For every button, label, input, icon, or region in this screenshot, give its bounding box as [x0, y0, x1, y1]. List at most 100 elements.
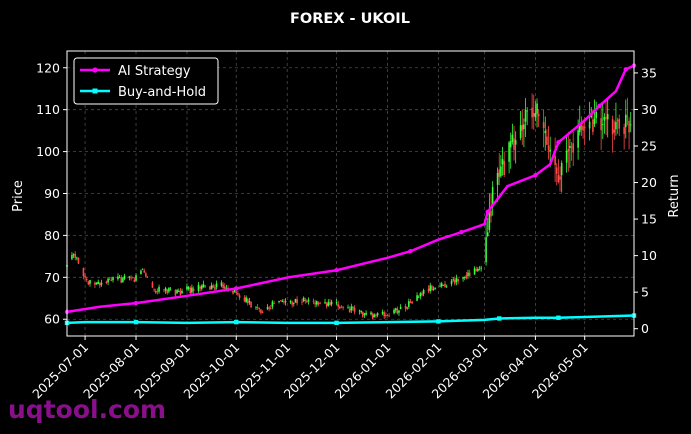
candle-body: [258, 307, 261, 309]
candle-body: [95, 282, 98, 285]
candle-body: [549, 149, 551, 152]
candle-body: [613, 129, 616, 133]
legend-marker-ai-strategy: [92, 67, 98, 73]
candle-body: [431, 285, 433, 290]
left-tick-label: 70: [44, 270, 60, 285]
candle-body: [452, 279, 455, 281]
right-tick-label: 10: [641, 248, 657, 263]
candle-body: [396, 308, 399, 314]
candle-body: [330, 301, 333, 305]
candle-body: [432, 288, 435, 290]
candle-body: [112, 277, 114, 281]
candle-body: [365, 312, 367, 315]
candle-body: [406, 306, 408, 310]
candle-body: [560, 162, 563, 176]
candle-body: [511, 134, 514, 142]
candle-body: [465, 275, 468, 279]
series-line-buy-and-hold: [66, 314, 635, 325]
candle-body: [71, 255, 73, 260]
candle-body: [156, 291, 159, 292]
candle-body: [347, 307, 349, 309]
candle-body: [340, 306, 343, 308]
candle-body: [532, 113, 535, 117]
candle-body: [358, 310, 361, 312]
candle-body: [417, 296, 420, 298]
candle-body: [204, 285, 206, 287]
candle-body: [192, 288, 195, 292]
right-tick-label: 5: [641, 285, 649, 300]
left-tick-label: 100: [36, 144, 60, 159]
series-point-ai-strategy: [133, 300, 139, 306]
candle-body: [187, 287, 190, 289]
candle-body: [248, 301, 251, 303]
candle-body: [89, 280, 91, 284]
candle-body: [186, 286, 188, 290]
candle-body: [329, 302, 331, 306]
series-point-ai-strategy: [334, 268, 339, 273]
candle-body: [284, 301, 287, 303]
right-tick-label: 20: [641, 175, 657, 190]
candle-body: [269, 307, 272, 309]
candle-body: [603, 116, 606, 121]
candle-body: [521, 124, 524, 131]
legend-label-buy-and-hold: Buy-and-Hold: [118, 85, 206, 100]
candle-body: [158, 286, 160, 292]
candle-body: [118, 277, 121, 278]
candle-body: [508, 142, 510, 162]
candle-body: [629, 124, 632, 126]
candle-body: [434, 287, 436, 290]
candle-body: [153, 289, 155, 291]
candle-body: [445, 286, 448, 288]
candle-body: [304, 300, 307, 302]
candle-body: [363, 313, 366, 315]
candle-body: [108, 279, 111, 281]
candle-body: [408, 301, 410, 307]
candle-body: [381, 311, 384, 314]
candle-body: [177, 291, 180, 292]
candle-body: [498, 169, 501, 177]
candle-body: [235, 291, 238, 293]
candle-body: [222, 284, 224, 289]
right-axis-ticks: 0 5 10 15 20 25 30 35: [634, 65, 657, 336]
candle-body: [271, 301, 274, 307]
grid-layer: [67, 51, 634, 336]
candle-body: [542, 122, 545, 129]
candle-body: [411, 301, 413, 304]
series-point-buy-and-hold: [234, 319, 239, 325]
candle-body: [486, 232, 489, 237]
candle-body: [615, 121, 617, 130]
candle-body: [624, 114, 627, 128]
candle-body: [339, 306, 341, 309]
candle-body: [174, 289, 177, 296]
candle-body: [595, 112, 597, 119]
candle-body: [199, 286, 201, 289]
candle-body: [537, 113, 540, 117]
candle-body: [509, 141, 512, 148]
candle-body: [281, 300, 284, 302]
candle-body: [488, 210, 491, 230]
candle-body: [261, 311, 264, 313]
candle-body: [352, 306, 354, 308]
candle-body: [536, 103, 538, 114]
candle-body: [371, 313, 374, 319]
candle-body: [475, 269, 478, 271]
candle-body: [223, 286, 226, 289]
candle-body: [120, 277, 123, 283]
candle-body: [302, 297, 305, 302]
candle-body: [210, 285, 213, 290]
candle-body: [583, 126, 586, 129]
legend-marker-buy-and-hold: [92, 88, 98, 94]
candle-body: [399, 306, 402, 310]
candle-body: [289, 300, 292, 303]
candle-body: [327, 301, 330, 306]
candle-body: [570, 146, 573, 148]
candle-body: [77, 257, 80, 264]
series-point-buy-and-hold: [556, 315, 561, 320]
candle-body: [373, 314, 376, 318]
candle-body: [422, 289, 425, 294]
candle-body: [503, 160, 505, 176]
candle-body: [85, 278, 88, 281]
candle-body: [169, 289, 172, 291]
candle-body: [72, 254, 75, 256]
candle-body: [107, 278, 109, 283]
